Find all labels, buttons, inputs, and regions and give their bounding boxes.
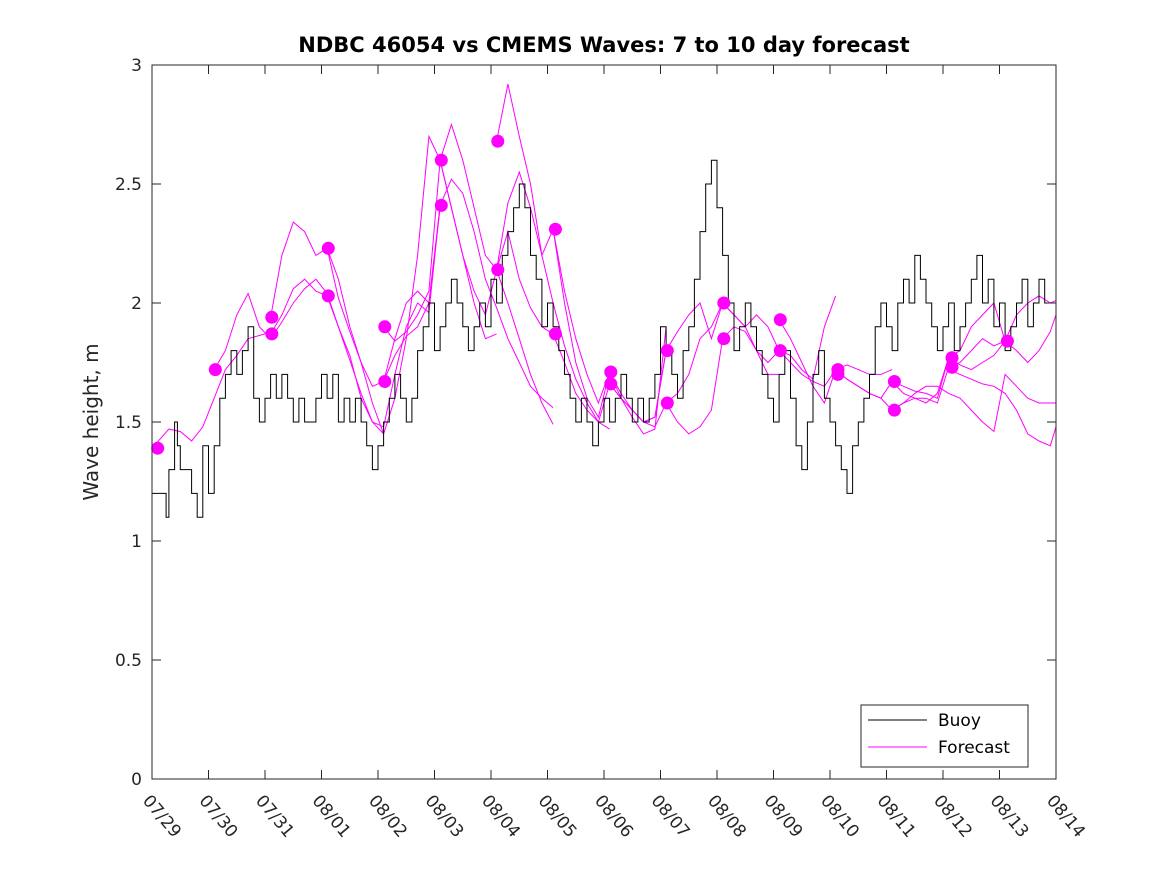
marker-layer [151, 134, 1014, 455]
forecast-marker-16 [604, 377, 618, 391]
forecast-marker-19 [717, 296, 731, 310]
forecast-line-16 [835, 338, 1006, 411]
y-tick-label-1: 0.5 [115, 651, 142, 671]
series-layer [151, 83, 1057, 518]
forecast-line-7 [383, 122, 554, 425]
forecast-marker-14 [548, 327, 562, 341]
forecast-marker-10 [434, 198, 448, 212]
forecast-marker-5 [321, 241, 335, 255]
forecast-marker-11 [491, 134, 505, 148]
forecast-marker-8 [378, 375, 392, 388]
forecast-marker-9 [434, 153, 448, 167]
forecast-marker-20 [717, 332, 731, 346]
forecast-marker-12 [491, 263, 505, 277]
legend-buoy-label: Buoy [938, 711, 981, 731]
forecast-marker-25 [887, 375, 901, 388]
forecast-line-19 [948, 369, 1057, 447]
forecast-marker-2 [208, 363, 222, 377]
legend-box [860, 704, 1029, 768]
forecast-marker-13 [548, 222, 562, 236]
forecast-marker-6 [321, 289, 335, 303]
forecast-marker-17 [660, 344, 674, 358]
y-tick-label-4: 2 [131, 294, 142, 314]
forecast-marker-18 [660, 396, 674, 410]
legend: Buoy Forecast [860, 704, 1029, 768]
forecast-line-17 [891, 295, 1057, 399]
forecast-marker-4 [265, 327, 279, 341]
y-axis-label: Wave height, m [79, 343, 103, 500]
legend-forecast-label: Forecast [938, 738, 1010, 758]
forecast-marker-21 [773, 313, 787, 327]
chart-title: NDBC 46054 vs CMEMS Waves: 7 to 10 day f… [298, 33, 909, 57]
y-tick-label-6: 3 [131, 56, 142, 76]
forecast-marker-26 [887, 403, 901, 417]
forecast-marker-29 [1000, 334, 1014, 348]
forecast-marker-28 [945, 360, 959, 374]
forecast-line-4 [270, 205, 441, 428]
forecast-marker-27 [945, 351, 959, 365]
forecast-line-5 [326, 134, 497, 436]
buoy-line [152, 159, 1051, 518]
y-tick-label-3: 1.5 [115, 413, 142, 433]
y-tick-label-5: 2.5 [115, 175, 142, 195]
y-tick-label-2: 1 [131, 532, 142, 552]
forecast-marker-3 [265, 310, 279, 324]
forecast-marker-15 [604, 365, 618, 379]
forecast-line-18 [891, 373, 1056, 433]
forecast-line-9 [496, 83, 667, 435]
forecast-marker-7 [378, 320, 392, 334]
forecast-marker-22 [773, 344, 787, 358]
y-tick-label-0: 0 [131, 770, 142, 790]
forecast-marker-24 [831, 367, 845, 381]
forecast-line-6 [383, 178, 554, 409]
forecast-marker-1 [151, 441, 165, 455]
